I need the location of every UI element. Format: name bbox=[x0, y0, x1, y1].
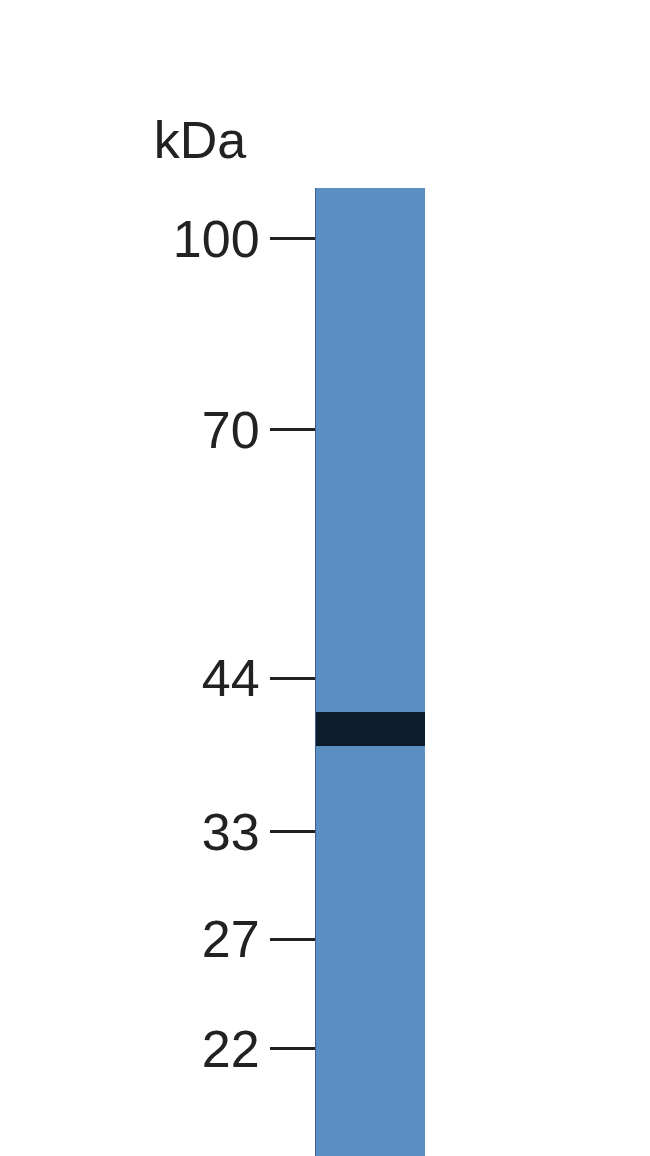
svg-text:kDa: kDa bbox=[154, 111, 247, 169]
svg-text:27: 27 bbox=[202, 910, 260, 968]
svg-text:44: 44 bbox=[202, 649, 260, 707]
svg-text:22: 22 bbox=[202, 1020, 260, 1078]
svg-text:100: 100 bbox=[173, 210, 260, 268]
svg-text:70: 70 bbox=[202, 401, 260, 459]
svg-text:33: 33 bbox=[202, 803, 260, 861]
